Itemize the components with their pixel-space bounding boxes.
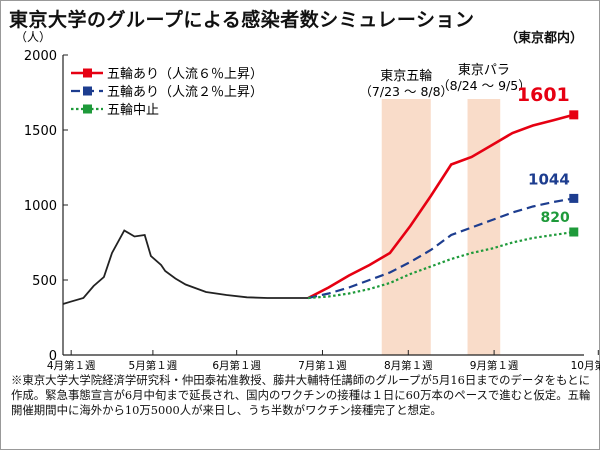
x-tick-label: 4月第１週 — [47, 359, 96, 372]
series-end-label: 1601 — [517, 84, 570, 106]
event-period-band — [381, 99, 431, 355]
legend-label: 五輪あり（人流６％上昇） — [107, 66, 263, 82]
x-tick-label: 7月第１週 — [298, 359, 347, 372]
region-subtitle: （東京都内） — [504, 31, 583, 46]
event-period-dates: （8/24 ～ 9/5） — [437, 78, 531, 93]
legend-swatch-marker — [83, 68, 92, 78]
legend-swatch-marker — [83, 86, 92, 96]
x-tick-label: 9月第１週 — [470, 359, 519, 372]
event-period-label: 東京パラ — [458, 62, 510, 78]
line-chart: 東京五輪（7/23 ～ 8/8） 東京パラ（8/24 ～ 9/5） 0 500 100… — [15, 30, 600, 372]
y-tick-label: 0 — [49, 349, 57, 364]
chart-axes: 0 500 1000 1500 2000 （人） 4月第１週 5月第１週 6月第１週 7月第１週 8… — [15, 30, 600, 372]
series-line — [307, 197, 574, 300]
y-tick-label: 2000 — [24, 49, 57, 64]
y-tick-label: 1000 — [24, 199, 57, 214]
series-end-marker — [569, 193, 579, 203]
series-end-label: 1044 — [528, 170, 570, 188]
x-tick-label: 5月第１週 — [129, 359, 178, 372]
chart-lines: 1601 1044 820 — [62, 84, 579, 305]
y-tick-label: 1500 — [24, 124, 57, 139]
y-axis-unit: （人） — [15, 30, 51, 44]
series-end-label: 820 — [541, 210, 570, 226]
page-title: 東京大学のグループによる感染者数シミュレーション — [9, 9, 475, 31]
chart-legend: 五輪あり（人流６％上昇） 五輪あり（人流２％上昇） 五輪中止 — [71, 66, 263, 118]
history-line — [62, 229, 309, 305]
legend-label: 五輪あり（人流２％上昇） — [107, 84, 263, 100]
footnote: ※東京大学大学院経済学研究科・仲田泰祐准教授、藤井大輔特任講師のグループが5月1… — [11, 373, 591, 417]
x-tick-label: 6月第１週 — [212, 359, 261, 372]
event-period-dates: （7/23 ～ 8/8） — [359, 84, 453, 99]
legend-label: 五輪中止 — [107, 102, 159, 118]
event-periods: 東京五輪（7/23 ～ 8/8） 東京パラ（8/24 ～ 9/5） — [359, 62, 531, 355]
series-line — [308, 230, 574, 300]
series-end-marker — [569, 110, 579, 120]
event-period-band — [467, 99, 501, 355]
legend-swatch-marker — [83, 104, 92, 114]
x-tick-label: 10月第１週 — [571, 359, 600, 372]
x-tick-label: 8月第１週 — [384, 359, 433, 372]
y-tick-label: 500 — [32, 274, 57, 289]
series-line — [307, 113, 575, 300]
series-end-marker — [569, 227, 579, 237]
event-period-label: 東京五輪 — [380, 68, 432, 84]
